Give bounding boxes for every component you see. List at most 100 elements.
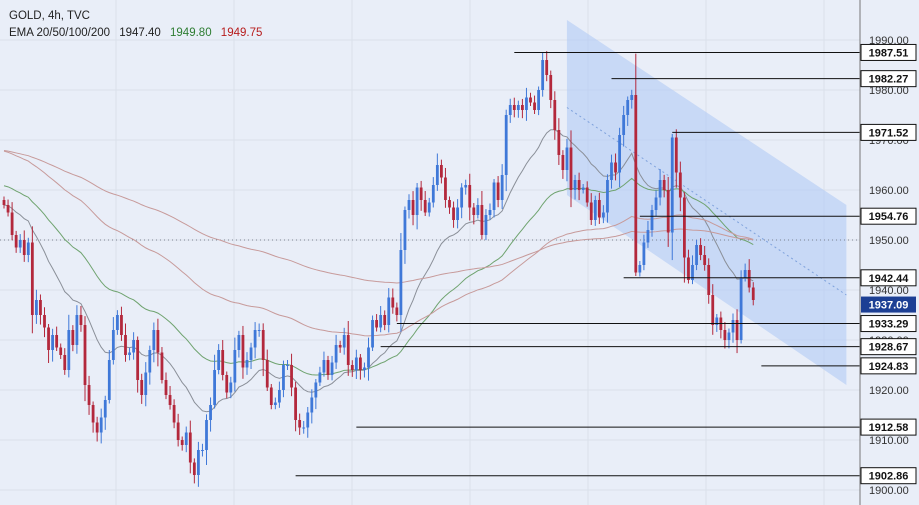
chart-legend: GOLD, 4h, TVC EMA 20/50/100/200 1947.40 … <box>9 8 268 42</box>
symbol-info: GOLD, 4h, TVC <box>9 10 90 22</box>
candle-body <box>492 182 496 210</box>
candle-body <box>71 330 75 345</box>
y-tick-label: 1940.00 <box>869 285 909 297</box>
y-tick-label: 1920.00 <box>869 385 909 397</box>
candle-body <box>423 200 427 213</box>
candle-body <box>606 180 609 213</box>
level-tag-label: 1954.76 <box>869 211 909 223</box>
level-tag-label: 1928.67 <box>869 342 909 354</box>
candle-body <box>265 360 269 388</box>
candle-body <box>22 240 26 255</box>
level-tag-label: 1971.52 <box>869 127 909 139</box>
candle-body <box>500 175 504 200</box>
current-price-tag: 1937.09 <box>861 296 916 313</box>
candle-body <box>6 205 10 213</box>
level-tag-label: 1902.86 <box>869 471 909 483</box>
candle-body <box>731 320 735 333</box>
candle-body <box>448 200 451 208</box>
ema-20-line <box>3 129 754 413</box>
candle-body <box>565 147 569 170</box>
candle-body <box>14 235 18 248</box>
candle-body <box>695 245 698 265</box>
candle-body <box>334 345 338 363</box>
candle-body <box>411 200 415 215</box>
candle-body <box>221 350 225 375</box>
candle-body <box>419 187 423 200</box>
candle-body <box>452 207 455 220</box>
candle-body <box>711 295 715 325</box>
candle-body <box>294 387 297 420</box>
candle-body <box>290 365 293 388</box>
candle-body <box>638 265 642 273</box>
level-tag-label: 1942.44 <box>869 273 910 285</box>
candle-body <box>674 137 678 173</box>
candle-body <box>136 340 140 380</box>
level-tag-box <box>860 418 917 436</box>
candle-body <box>703 255 707 265</box>
candle-body <box>67 330 71 370</box>
candle-body <box>51 335 54 350</box>
candle-body <box>326 360 330 375</box>
candle-body <box>253 330 257 348</box>
y-tick-label: 1900.00 <box>869 485 909 497</box>
level-tag-box <box>860 269 917 287</box>
candle-body <box>160 352 164 380</box>
candles <box>2 51 755 487</box>
candle-body <box>581 187 585 190</box>
candle-body <box>322 360 326 373</box>
candle-body <box>367 347 370 368</box>
candle-body <box>529 97 532 103</box>
candle-body <box>553 100 557 130</box>
candle-body <box>205 420 208 450</box>
candle-body <box>403 210 407 250</box>
candle-body <box>662 180 666 190</box>
candle-body <box>278 390 281 403</box>
candle-body <box>602 212 605 218</box>
candle-body <box>79 315 83 325</box>
candle-body <box>188 432 192 463</box>
candle-body <box>241 335 245 368</box>
candle-body <box>318 372 322 383</box>
candle-body <box>306 412 310 428</box>
candle-body <box>35 300 38 315</box>
candle-body <box>569 147 573 190</box>
candle-body <box>634 95 638 273</box>
candle-body <box>557 130 561 155</box>
candle-body <box>525 97 528 110</box>
candle-body <box>723 330 727 340</box>
level-tag-box <box>860 43 917 61</box>
level-tag-box <box>860 357 917 375</box>
candle-body <box>164 380 168 395</box>
candle-body <box>116 315 119 330</box>
candle-body <box>683 197 686 258</box>
candle-body <box>55 335 59 348</box>
candle-body <box>658 180 662 198</box>
candle-body <box>144 372 148 395</box>
candle-body <box>107 360 111 400</box>
candle-body <box>549 75 553 100</box>
candle-body <box>610 162 613 180</box>
candle-body <box>10 212 14 235</box>
candle-body <box>468 185 472 208</box>
candle-body <box>727 332 731 340</box>
candle-body <box>391 297 395 308</box>
level-tag-label: 1924.83 <box>869 361 909 373</box>
candle-body <box>440 165 443 178</box>
candle-body <box>261 330 265 360</box>
candle-body <box>654 197 658 210</box>
candle-body <box>476 205 480 215</box>
candle-body <box>354 357 358 370</box>
candle-body <box>99 417 103 433</box>
y-tick-label: 1960.00 <box>869 185 909 197</box>
candle-body <box>670 137 674 233</box>
candle-body <box>707 265 711 295</box>
candle-body <box>359 357 362 370</box>
level-tag-label: 1933.29 <box>869 319 909 331</box>
candle-body <box>687 257 690 280</box>
candle-body <box>282 365 285 390</box>
candle-body <box>87 385 91 405</box>
candle-body <box>646 230 650 243</box>
ema-50-line <box>3 177 754 376</box>
